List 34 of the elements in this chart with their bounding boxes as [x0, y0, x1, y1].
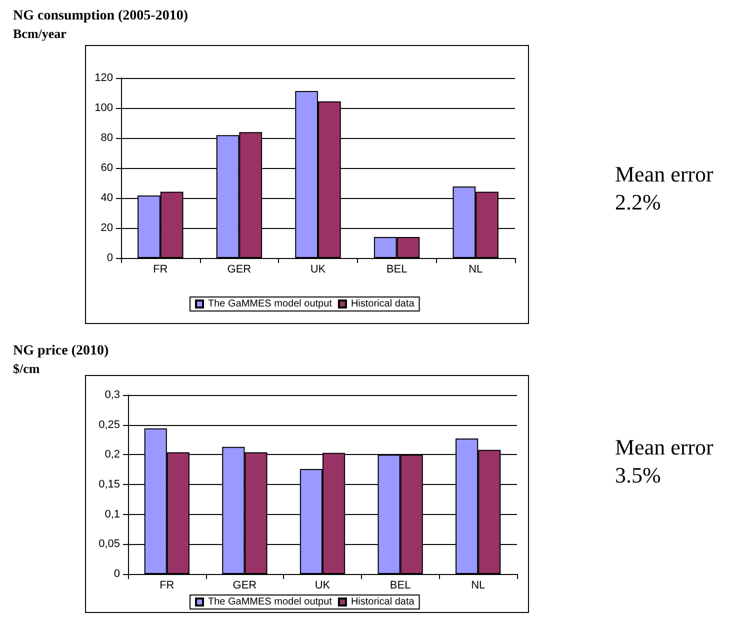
- y-tick-label: 0,15: [98, 478, 120, 490]
- y-tick-label: 0,1: [104, 508, 120, 520]
- chart-subtitle: Bcm/year: [13, 26, 67, 41]
- chart-title: NG price (2010): [13, 344, 109, 358]
- x-tick-label: BEL: [390, 580, 411, 592]
- y-tick-label: 20: [100, 222, 113, 234]
- x-tick-label: NL: [471, 580, 486, 592]
- legend-label: Historical data: [350, 298, 415, 310]
- legend-label: The GaMMES model output: [208, 298, 332, 310]
- legend-label: The GaMMES model output: [208, 596, 332, 608]
- y-tick-label: 60: [100, 162, 113, 174]
- chart-title: NG consumption (2005-2010): [13, 8, 188, 24]
- x-tick-label: GER: [227, 264, 252, 276]
- x-tick-label: FR: [153, 264, 168, 276]
- x-tick-label: UK: [314, 580, 331, 592]
- text: Mean error 2.2%: [615, 162, 719, 214]
- y-tick-label: 0,05: [98, 538, 120, 550]
- x-tick-label: BEL: [386, 264, 408, 276]
- y-tick-label: 80: [100, 132, 113, 144]
- text: Mean error 3.5%: [615, 434, 719, 488]
- chart-subtitle: $/cm: [13, 361, 40, 376]
- y-tick-label: 0: [106, 252, 113, 264]
- x-tick-label: UK: [310, 264, 326, 276]
- x-tick-label: NL: [468, 264, 483, 276]
- x-tick-label: GER: [232, 580, 257, 592]
- y-tick-label: 40: [100, 192, 113, 204]
- y-tick-label: 0,3: [104, 389, 120, 401]
- y-tick-label: 0: [114, 568, 120, 580]
- y-tick-label: 0,25: [98, 418, 120, 431]
- y-tick-label: 0,2: [104, 448, 120, 461]
- legend-label: Historical data: [350, 596, 415, 608]
- y-tick-label: 120: [94, 72, 113, 84]
- y-tick-label: 100: [94, 102, 113, 114]
- x-tick-label: FR: [160, 580, 174, 592]
